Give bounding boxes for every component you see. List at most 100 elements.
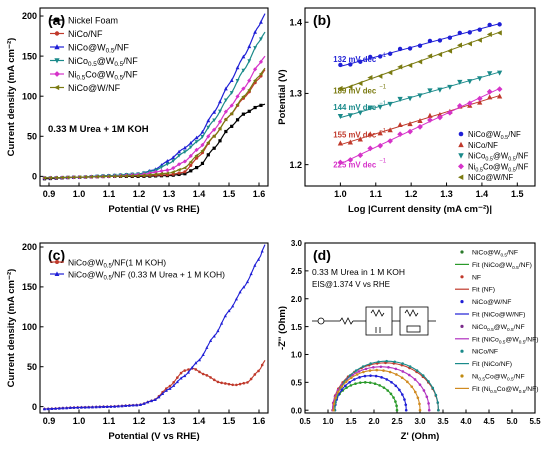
- data-point: [171, 165, 176, 171]
- data-point: [229, 91, 234, 95]
- legend-marker: [460, 374, 464, 378]
- data-point: [477, 99, 483, 105]
- data-point: [253, 78, 257, 83]
- data-point: [358, 376, 361, 379]
- data-point: [457, 30, 463, 36]
- data-point: [61, 406, 65, 410]
- data-point: [247, 59, 252, 63]
- x-axis-label: Z' (Ohm): [401, 431, 440, 442]
- data-point: [407, 46, 413, 51]
- data-point: [164, 388, 168, 392]
- data-point: [395, 408, 399, 412]
- tafel-slope-label: 189 mV dec: [333, 86, 377, 95]
- data-point: [368, 54, 373, 60]
- data-point: [353, 378, 356, 381]
- data-point: [100, 174, 105, 179]
- data-point: [397, 121, 403, 128]
- data-point: [350, 376, 353, 380]
- data-point: [54, 406, 58, 410]
- data-point: [200, 129, 205, 134]
- tafel-slope-exponent: −1: [379, 129, 387, 135]
- data-point: [182, 145, 187, 150]
- y-tick-label: 2.0: [291, 295, 303, 304]
- data-point: [112, 174, 117, 179]
- data-point: [363, 374, 367, 378]
- legend-marker: [458, 141, 464, 148]
- data-point: [260, 249, 264, 253]
- y-tick-label: 1.2: [289, 160, 302, 170]
- data-point: [118, 174, 123, 179]
- data-point: [109, 404, 113, 408]
- data-point: [223, 86, 228, 91]
- data-point: [165, 162, 170, 167]
- data-point: [168, 384, 172, 388]
- panel-b: 1.0 1.1 1.2 1.3 1.4 1.5 1.2 1.3 1.4 Log |Current …: [277, 7, 536, 215]
- legend-marker: [54, 271, 60, 276]
- tafel-slope-label: 144 mV dec: [333, 103, 377, 112]
- series-4: [337, 30, 502, 92]
- tafel-slope-label: 225 mV dec: [333, 160, 377, 169]
- data-point: [362, 370, 365, 374]
- data-point: [101, 405, 106, 409]
- data-point: [224, 382, 227, 385]
- legend-label: NF: [472, 274, 481, 281]
- data-point: [241, 54, 246, 59]
- data-point: [153, 169, 158, 175]
- x-tick-label: 1.6: [253, 189, 266, 199]
- data-point: [48, 175, 52, 180]
- legend-label: Nickel Foam: [68, 16, 118, 26]
- data-point: [247, 78, 252, 83]
- data-point: [141, 173, 146, 178]
- data-point: [431, 386, 435, 390]
- data-point: [397, 131, 403, 138]
- data-point: [457, 79, 463, 85]
- data-point: [357, 152, 364, 159]
- data-point: [223, 117, 228, 122]
- data-point: [408, 365, 412, 368]
- resistor-rct1: [370, 309, 385, 317]
- data-point: [496, 86, 503, 93]
- data-point: [176, 376, 179, 379]
- data-point: [387, 127, 393, 133]
- data-point: [487, 94, 493, 100]
- data-point: [223, 109, 228, 114]
- data-point: [246, 381, 249, 384]
- y-tick-label: 50: [27, 362, 37, 372]
- data-point: [369, 374, 372, 377]
- data-point: [235, 118, 240, 122]
- tafel-slope-exponent: −1: [379, 101, 387, 107]
- data-point: [171, 159, 176, 163]
- data-point: [417, 43, 423, 48]
- data-point: [253, 263, 257, 267]
- y-axis-label: Current density (mA cm⁻²): [6, 269, 17, 388]
- data-point: [395, 373, 398, 376]
- data-point: [212, 110, 217, 114]
- data-point: [497, 22, 502, 27]
- data-point: [149, 399, 154, 403]
- legend-label: Fit (Ni0.5​Co@W0.5​/NF): [472, 386, 539, 395]
- data-point: [235, 383, 238, 387]
- data-point: [477, 27, 482, 32]
- data-point: [446, 109, 453, 116]
- data-point: [201, 372, 205, 376]
- x-tick-label: 0.9: [43, 189, 56, 199]
- plot-frame: [39, 242, 269, 414]
- data-point: [205, 374, 209, 377]
- data-point: [54, 175, 58, 180]
- series-1: [42, 244, 266, 411]
- data-point: [212, 127, 217, 132]
- legend-label: NiCo0.5​@W0.5​/NF: [472, 324, 525, 333]
- y-tick-label: 50: [27, 131, 37, 141]
- data-point: [172, 381, 175, 384]
- data-point: [338, 62, 343, 68]
- data-point: [372, 365, 375, 369]
- data-point: [357, 80, 363, 87]
- legend-marker: [54, 31, 60, 36]
- data-point: [397, 64, 403, 70]
- data-point: [98, 405, 102, 409]
- data-point: [357, 110, 363, 116]
- data-point: [403, 398, 406, 401]
- legend-label: Fit (NiCo/NF): [472, 361, 512, 368]
- data-point: [387, 101, 393, 107]
- data-point: [361, 365, 365, 368]
